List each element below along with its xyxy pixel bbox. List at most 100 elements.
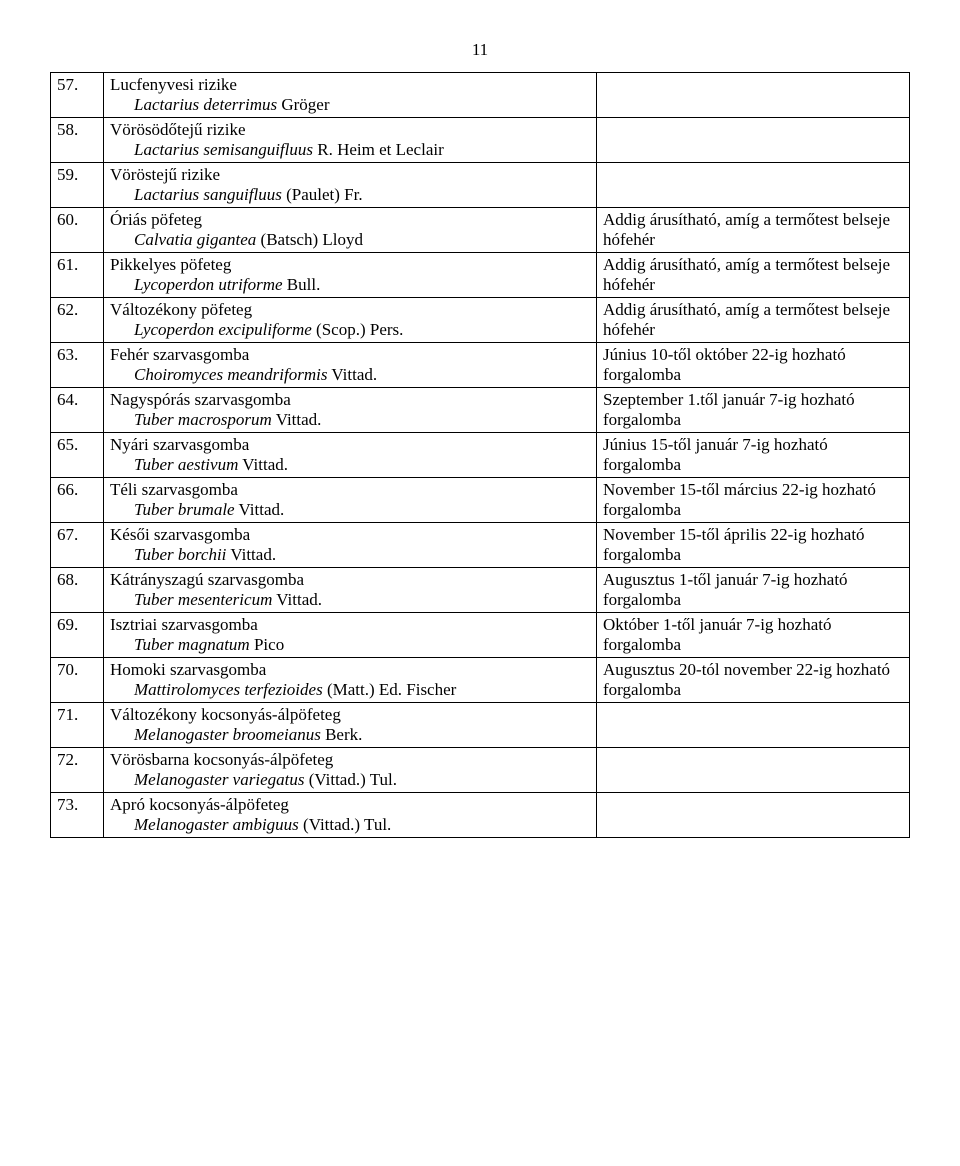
species-cell: Kátrányszagú szarvasgombaTuber mesenteri… [104,568,597,613]
species-cell: Késői szarvasgombaTuber borchii Vittad. [104,523,597,568]
latin-name: Lactarius semisanguifluus R. Heim et Lec… [110,140,590,160]
scientific-name: Tuber mesentericum [134,590,272,609]
row-number: 57. [51,73,104,118]
note-cell [597,703,910,748]
scientific-name: Melanogaster broomeianus [134,725,321,744]
note-cell: Augusztus 20-tól november 22-ig hozható … [597,658,910,703]
table-row: 65.Nyári szarvasgombaTuber aestivum Vitt… [51,433,910,478]
latin-name: Melanogaster broomeianus Berk. [110,725,590,745]
scientific-name: Tuber macrosporum [134,410,272,429]
table-row: 71.Változékony kocsonyás-álpöfetegMelano… [51,703,910,748]
row-number: 73. [51,793,104,838]
authority: Berk. [321,725,363,744]
row-number: 63. [51,343,104,388]
latin-name: Lactarius sanguifluus (Paulet) Fr. [110,185,590,205]
row-number: 60. [51,208,104,253]
authority: (Paulet) Fr. [282,185,363,204]
note-cell: Addig árusítható, amíg a termőtest belse… [597,253,910,298]
species-cell: Lucfenyvesi rizikeLactarius deterrimus G… [104,73,597,118]
common-name: Vöröstejű rizike [110,165,590,185]
note-cell: Szeptember 1.től január 7-ig hozható for… [597,388,910,433]
latin-name: Tuber macrosporum Vittad. [110,410,590,430]
species-cell: Változékony kocsonyás-álpöfetegMelanogas… [104,703,597,748]
scientific-name: Lactarius semisanguifluus [134,140,313,159]
authority: (Scop.) Pers. [312,320,404,339]
species-cell: Változékony pöfetegLycoperdon excipulifo… [104,298,597,343]
row-number: 61. [51,253,104,298]
species-cell: Fehér szarvasgombaChoiromyces meandrifor… [104,343,597,388]
authority: Pico [250,635,284,654]
common-name: Téli szarvasgomba [110,480,590,500]
latin-name: Melanogaster ambiguus (Vittad.) Tul. [110,815,590,835]
table-row: 58.Vörösödőtejű rizikeLactarius semisang… [51,118,910,163]
table-row: 62.Változékony pöfetegLycoperdon excipul… [51,298,910,343]
common-name: Óriás pöfeteg [110,210,590,230]
species-cell: Homoki szarvasgombaMattirolomyces terfez… [104,658,597,703]
row-number: 66. [51,478,104,523]
common-name: Nyári szarvasgomba [110,435,590,455]
table-row: 59.Vöröstejű rizikeLactarius sanguifluus… [51,163,910,208]
scientific-name: Lactarius deterrimus [134,95,277,114]
scientific-name: Calvatia gigantea [134,230,256,249]
latin-name: Lycoperdon utriforme Bull. [110,275,590,295]
note-cell: Addig árusítható, amíg a termőtest belse… [597,298,910,343]
row-number: 68. [51,568,104,613]
note-cell [597,793,910,838]
scientific-name: Tuber brumale [134,500,235,519]
authority: (Vittad.) Tul. [304,770,397,789]
note-cell: November 15-től április 22-ig hozható fo… [597,523,910,568]
common-name: Változékony pöfeteg [110,300,590,320]
note-cell [597,118,910,163]
species-cell: Isztriai szarvasgombaTuber magnatum Pico [104,613,597,658]
scientific-name: Lycoperdon utriforme [134,275,283,294]
species-table: 57.Lucfenyvesi rizikeLactarius deterrimu… [50,72,910,838]
latin-name: Mattirolomyces terfezioides (Matt.) Ed. … [110,680,590,700]
row-number: 67. [51,523,104,568]
scientific-name: Melanogaster ambiguus [134,815,299,834]
common-name: Lucfenyvesi rizike [110,75,590,95]
species-cell: Óriás pöfetegCalvatia gigantea (Batsch) … [104,208,597,253]
authority: Vittad. [238,455,288,474]
species-cell: Vöröstejű rizikeLactarius sanguifluus (P… [104,163,597,208]
table-row: 67.Késői szarvasgombaTuber borchii Vitta… [51,523,910,568]
common-name: Apró kocsonyás-álpöfeteg [110,795,590,815]
authority: Gröger [277,95,329,114]
authority: R. Heim et Leclair [313,140,444,159]
table-row: 57.Lucfenyvesi rizikeLactarius deterrimu… [51,73,910,118]
row-number: 65. [51,433,104,478]
note-cell: Augusztus 1-től január 7-ig hozható forg… [597,568,910,613]
scientific-name: Lactarius sanguifluus [134,185,282,204]
latin-name: Tuber aestivum Vittad. [110,455,590,475]
latin-name: Tuber magnatum Pico [110,635,590,655]
row-number: 64. [51,388,104,433]
authority: Vittad. [272,410,322,429]
authority: Vittad. [272,590,322,609]
species-cell: Vörösbarna kocsonyás-álpöfetegMelanogast… [104,748,597,793]
row-number: 70. [51,658,104,703]
species-cell: Apró kocsonyás-álpöfetegMelanogaster amb… [104,793,597,838]
common-name: Késői szarvasgomba [110,525,590,545]
note-cell [597,73,910,118]
note-cell: Addig árusítható, amíg a termőtest belse… [597,208,910,253]
scientific-name: Mattirolomyces terfezioides [134,680,323,699]
row-number: 69. [51,613,104,658]
table-row: 73.Apró kocsonyás-álpöfetegMelanogaster … [51,793,910,838]
species-cell: Nyári szarvasgombaTuber aestivum Vittad. [104,433,597,478]
latin-name: Calvatia gigantea (Batsch) Lloyd [110,230,590,250]
common-name: Vörösbarna kocsonyás-álpöfeteg [110,750,590,770]
common-name: Változékony kocsonyás-álpöfeteg [110,705,590,725]
scientific-name: Lycoperdon excipuliforme [134,320,312,339]
latin-name: Lycoperdon excipuliforme (Scop.) Pers. [110,320,590,340]
common-name: Nagyspórás szarvasgomba [110,390,590,410]
authority: Vittad. [327,365,377,384]
note-cell [597,163,910,208]
scientific-name: Tuber magnatum [134,635,250,654]
authority: (Matt.) Ed. Fischer [323,680,457,699]
row-number: 72. [51,748,104,793]
table-row: 64. Nagyspórás szarvasgombaTuber macrospo… [51,388,910,433]
row-number: 58. [51,118,104,163]
authority: Vittad. [226,545,276,564]
note-cell: November 15-től március 22-ig hozható fo… [597,478,910,523]
common-name: Homoki szarvasgomba [110,660,590,680]
table-row: 69.Isztriai szarvasgombaTuber magnatum P… [51,613,910,658]
